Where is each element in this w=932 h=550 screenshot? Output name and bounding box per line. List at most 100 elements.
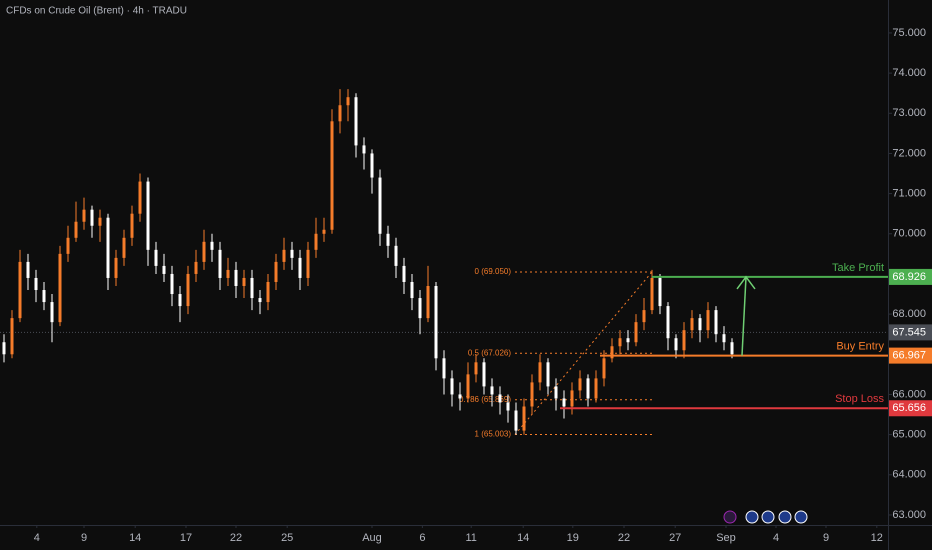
candle-body: [466, 374, 470, 399]
candle-body: [74, 221, 78, 238]
candle-body: [290, 249, 294, 258]
candle-body: [562, 398, 566, 407]
y-tick-label: 75.000: [892, 27, 926, 39]
candle-body: [106, 217, 110, 278]
candle-body: [50, 302, 54, 323]
candle-body: [370, 153, 374, 178]
x-tick-label: 19: [567, 532, 579, 544]
candle-body: [210, 241, 214, 250]
candle-body: [434, 285, 438, 359]
candle-body: [602, 358, 606, 379]
candle-body: [418, 298, 422, 319]
candle-body: [82, 209, 86, 222]
candle-body: [98, 217, 102, 226]
candle-body: [322, 229, 326, 234]
candle-body: [482, 362, 486, 387]
candle-body: [122, 237, 126, 258]
candle-body: [522, 406, 526, 431]
candle-body: [458, 394, 462, 399]
candle-body: [338, 105, 342, 122]
x-tick-label: 22: [230, 532, 242, 544]
icon: [723, 510, 737, 524]
candle-body: [666, 306, 670, 339]
candle-body: [226, 269, 230, 278]
candle-body: [426, 285, 430, 319]
candle-body: [42, 290, 46, 303]
y-tick-label: 73.000: [892, 107, 926, 119]
y-tick-label: 72.000: [892, 147, 926, 159]
candle-body: [250, 277, 254, 299]
fib-trend-line: [514, 271, 653, 435]
fib-level-label: 0 (69.050): [475, 267, 512, 276]
candle-body: [362, 145, 366, 154]
candle-body: [450, 378, 454, 395]
candle-body: [658, 277, 662, 307]
candle-body: [514, 410, 518, 431]
chart-title: CFDs on Crude Oil (Brent) · 4h · TRADU: [6, 6, 187, 17]
candle-body: [410, 281, 414, 299]
y-tick-label: 64.000: [892, 469, 926, 481]
candle-body: [538, 362, 542, 383]
candle-body: [506, 402, 510, 411]
candle-body: [442, 358, 446, 379]
candle-body: [10, 318, 14, 355]
candle-body: [178, 294, 182, 307]
y-tick-label: 70.000: [892, 228, 926, 240]
icon: [761, 510, 775, 524]
candle-body: [170, 273, 174, 295]
candle-body: [26, 261, 30, 278]
candle-body: [730, 342, 734, 355]
level-name: Buy Entry: [836, 341, 884, 353]
candle-body: [274, 261, 278, 282]
candle-body: [218, 249, 222, 278]
icon: [745, 510, 759, 524]
candle-body: [242, 277, 246, 286]
candle-body: [546, 362, 550, 387]
price-tag-label: 66.967: [892, 350, 926, 362]
y-tick-label: 71.000: [892, 188, 926, 200]
price-tag: [889, 268, 932, 285]
candle-body: [650, 277, 654, 311]
candle-body: [610, 346, 614, 359]
price-tag: [889, 347, 932, 364]
level-name: Stop Loss: [835, 393, 884, 405]
icon: [778, 510, 792, 524]
y-tick-label: 68.000: [892, 308, 926, 320]
candle-body: [490, 386, 494, 395]
candle-body: [330, 121, 334, 230]
candle-body: [394, 245, 398, 266]
candle-body: [674, 338, 678, 351]
candle-body: [58, 253, 62, 323]
candle-body: [378, 177, 382, 234]
candle-body: [266, 281, 270, 303]
y-tick-label: 74.000: [892, 67, 926, 79]
candle-body: [162, 265, 166, 274]
candle-body: [130, 213, 134, 238]
candle-body: [90, 209, 94, 226]
x-tick-label: 14: [129, 532, 141, 544]
x-tick-label: 9: [823, 532, 829, 544]
price-tag-label: 68.926: [892, 271, 926, 283]
fib-level-label: 0.786 (65.869): [459, 395, 511, 404]
x-tick-label: 11: [465, 532, 476, 544]
x-tick-label: 9: [81, 532, 87, 544]
candle-body: [698, 318, 702, 331]
candle-body: [202, 241, 206, 262]
candle-body: [706, 310, 710, 331]
candle-body: [258, 298, 262, 303]
projection-arrow: [741, 276, 747, 356]
candle-body: [498, 394, 502, 403]
candle-body: [618, 338, 622, 347]
candle-body: [578, 378, 582, 391]
x-tick-label: 4: [773, 532, 779, 544]
candle-body: [146, 181, 150, 250]
candle-body: [354, 97, 358, 146]
x-tick-label: Sep: [716, 532, 736, 544]
y-tick-label: 65.000: [892, 429, 926, 441]
bottom-icons: [723, 510, 808, 524]
fib-level-label: 0.5 (67.026): [468, 348, 511, 357]
x-tick-label: 22: [618, 532, 630, 544]
candle-body: [474, 362, 478, 375]
x-tick-label: Aug: [362, 532, 382, 544]
